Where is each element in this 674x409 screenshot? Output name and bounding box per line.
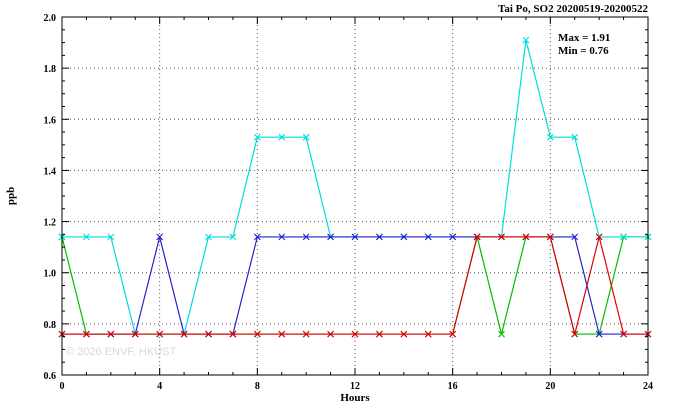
y-axis-label: ppb	[5, 187, 17, 205]
svg-text:1.6: 1.6	[44, 115, 57, 126]
grid	[61, 16, 649, 376]
svg-text:0.6: 0.6	[44, 371, 57, 382]
svg-text:16: 16	[448, 381, 458, 392]
tick-labels: 0.6 0.8 1.0 1.2 1.4 1.6 1.8 2.0 0 4 8 12 16 20 24	[44, 13, 654, 392]
svg-text:1.2: 1.2	[44, 218, 57, 229]
svg-text:0: 0	[60, 381, 65, 392]
x-axis-label: Hours	[340, 392, 370, 404]
svg-text:1.8: 1.8	[44, 64, 57, 75]
svg-text:0.8: 0.8	[44, 320, 57, 331]
svg-text:24: 24	[643, 381, 653, 392]
watermark: © 2026 ENVF, HKUST	[66, 346, 176, 358]
svg-text:20: 20	[545, 381, 555, 392]
svg-text:8: 8	[255, 381, 260, 392]
svg-text:1.0: 1.0	[44, 269, 57, 280]
svg-text:4: 4	[157, 381, 162, 392]
data-series	[58, 36, 652, 338]
svg-text:2.0: 2.0	[44, 13, 57, 24]
svg-text:1.4: 1.4	[44, 166, 57, 177]
max-annotation: Max = 1.91	[558, 32, 610, 44]
chart-title: Tai Po, SO2 20200519-20200522	[498, 3, 648, 15]
min-annotation: Min = 0.76	[558, 45, 609, 57]
axes	[61, 16, 649, 376]
svg-text:12: 12	[350, 381, 360, 392]
